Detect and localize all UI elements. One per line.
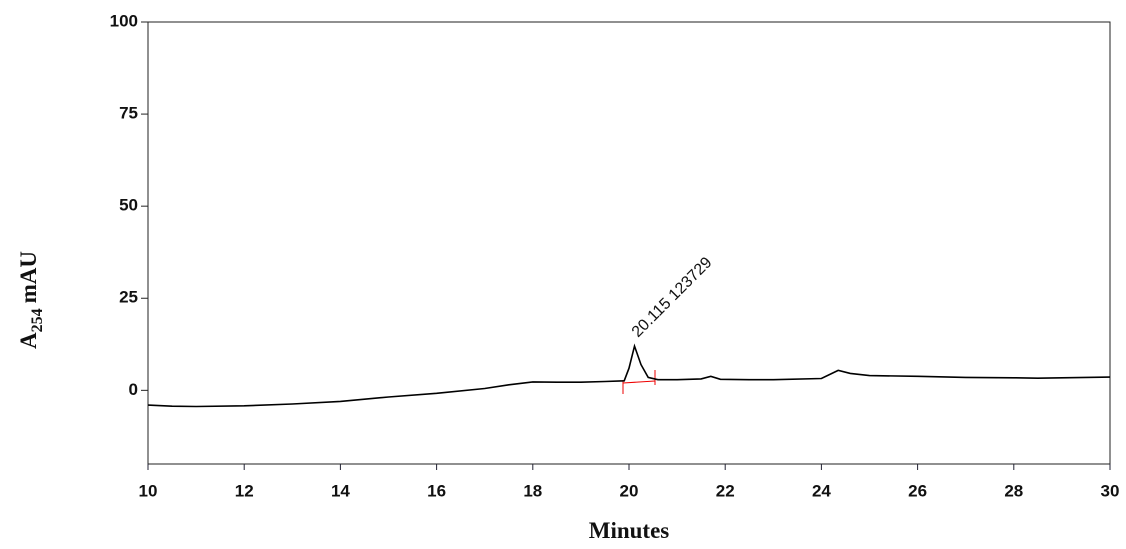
- x-tick-label: 28: [1004, 481, 1023, 500]
- x-tick-label: 30: [1101, 481, 1120, 500]
- plot-frame: [147, 21, 1111, 465]
- y-tick-label: 50: [119, 196, 138, 215]
- x-tick-label: 12: [235, 481, 254, 500]
- x-tick-label: 20: [620, 481, 639, 500]
- integration-baseline: [622, 380, 656, 384]
- y-axis-title: A254 mAU: [16, 251, 46, 349]
- y-tick-label: 0: [129, 380, 138, 399]
- y-axis-title-main: A: [16, 332, 41, 349]
- y-tick-label: 100: [110, 11, 138, 30]
- x-tick-label: 10: [139, 481, 158, 500]
- x-tick-label: 16: [427, 481, 446, 500]
- x-tick-label: 26: [908, 481, 927, 500]
- x-tick-label: 22: [716, 481, 735, 500]
- x-tick-label: 24: [812, 481, 831, 500]
- x-tick-label: 14: [331, 481, 350, 500]
- y-tick-label: 25: [119, 288, 138, 307]
- x-tick-label: 18: [523, 481, 542, 500]
- peak-annotation: 20.115 123729: [629, 254, 716, 341]
- y-tick-label: 75: [119, 104, 138, 123]
- trace: [147, 343, 1111, 408]
- x-axis-title: Minutes: [589, 518, 670, 543]
- y-axis-title-subscript: 254: [29, 308, 46, 332]
- y-axis-title-unit: mAU: [16, 251, 41, 304]
